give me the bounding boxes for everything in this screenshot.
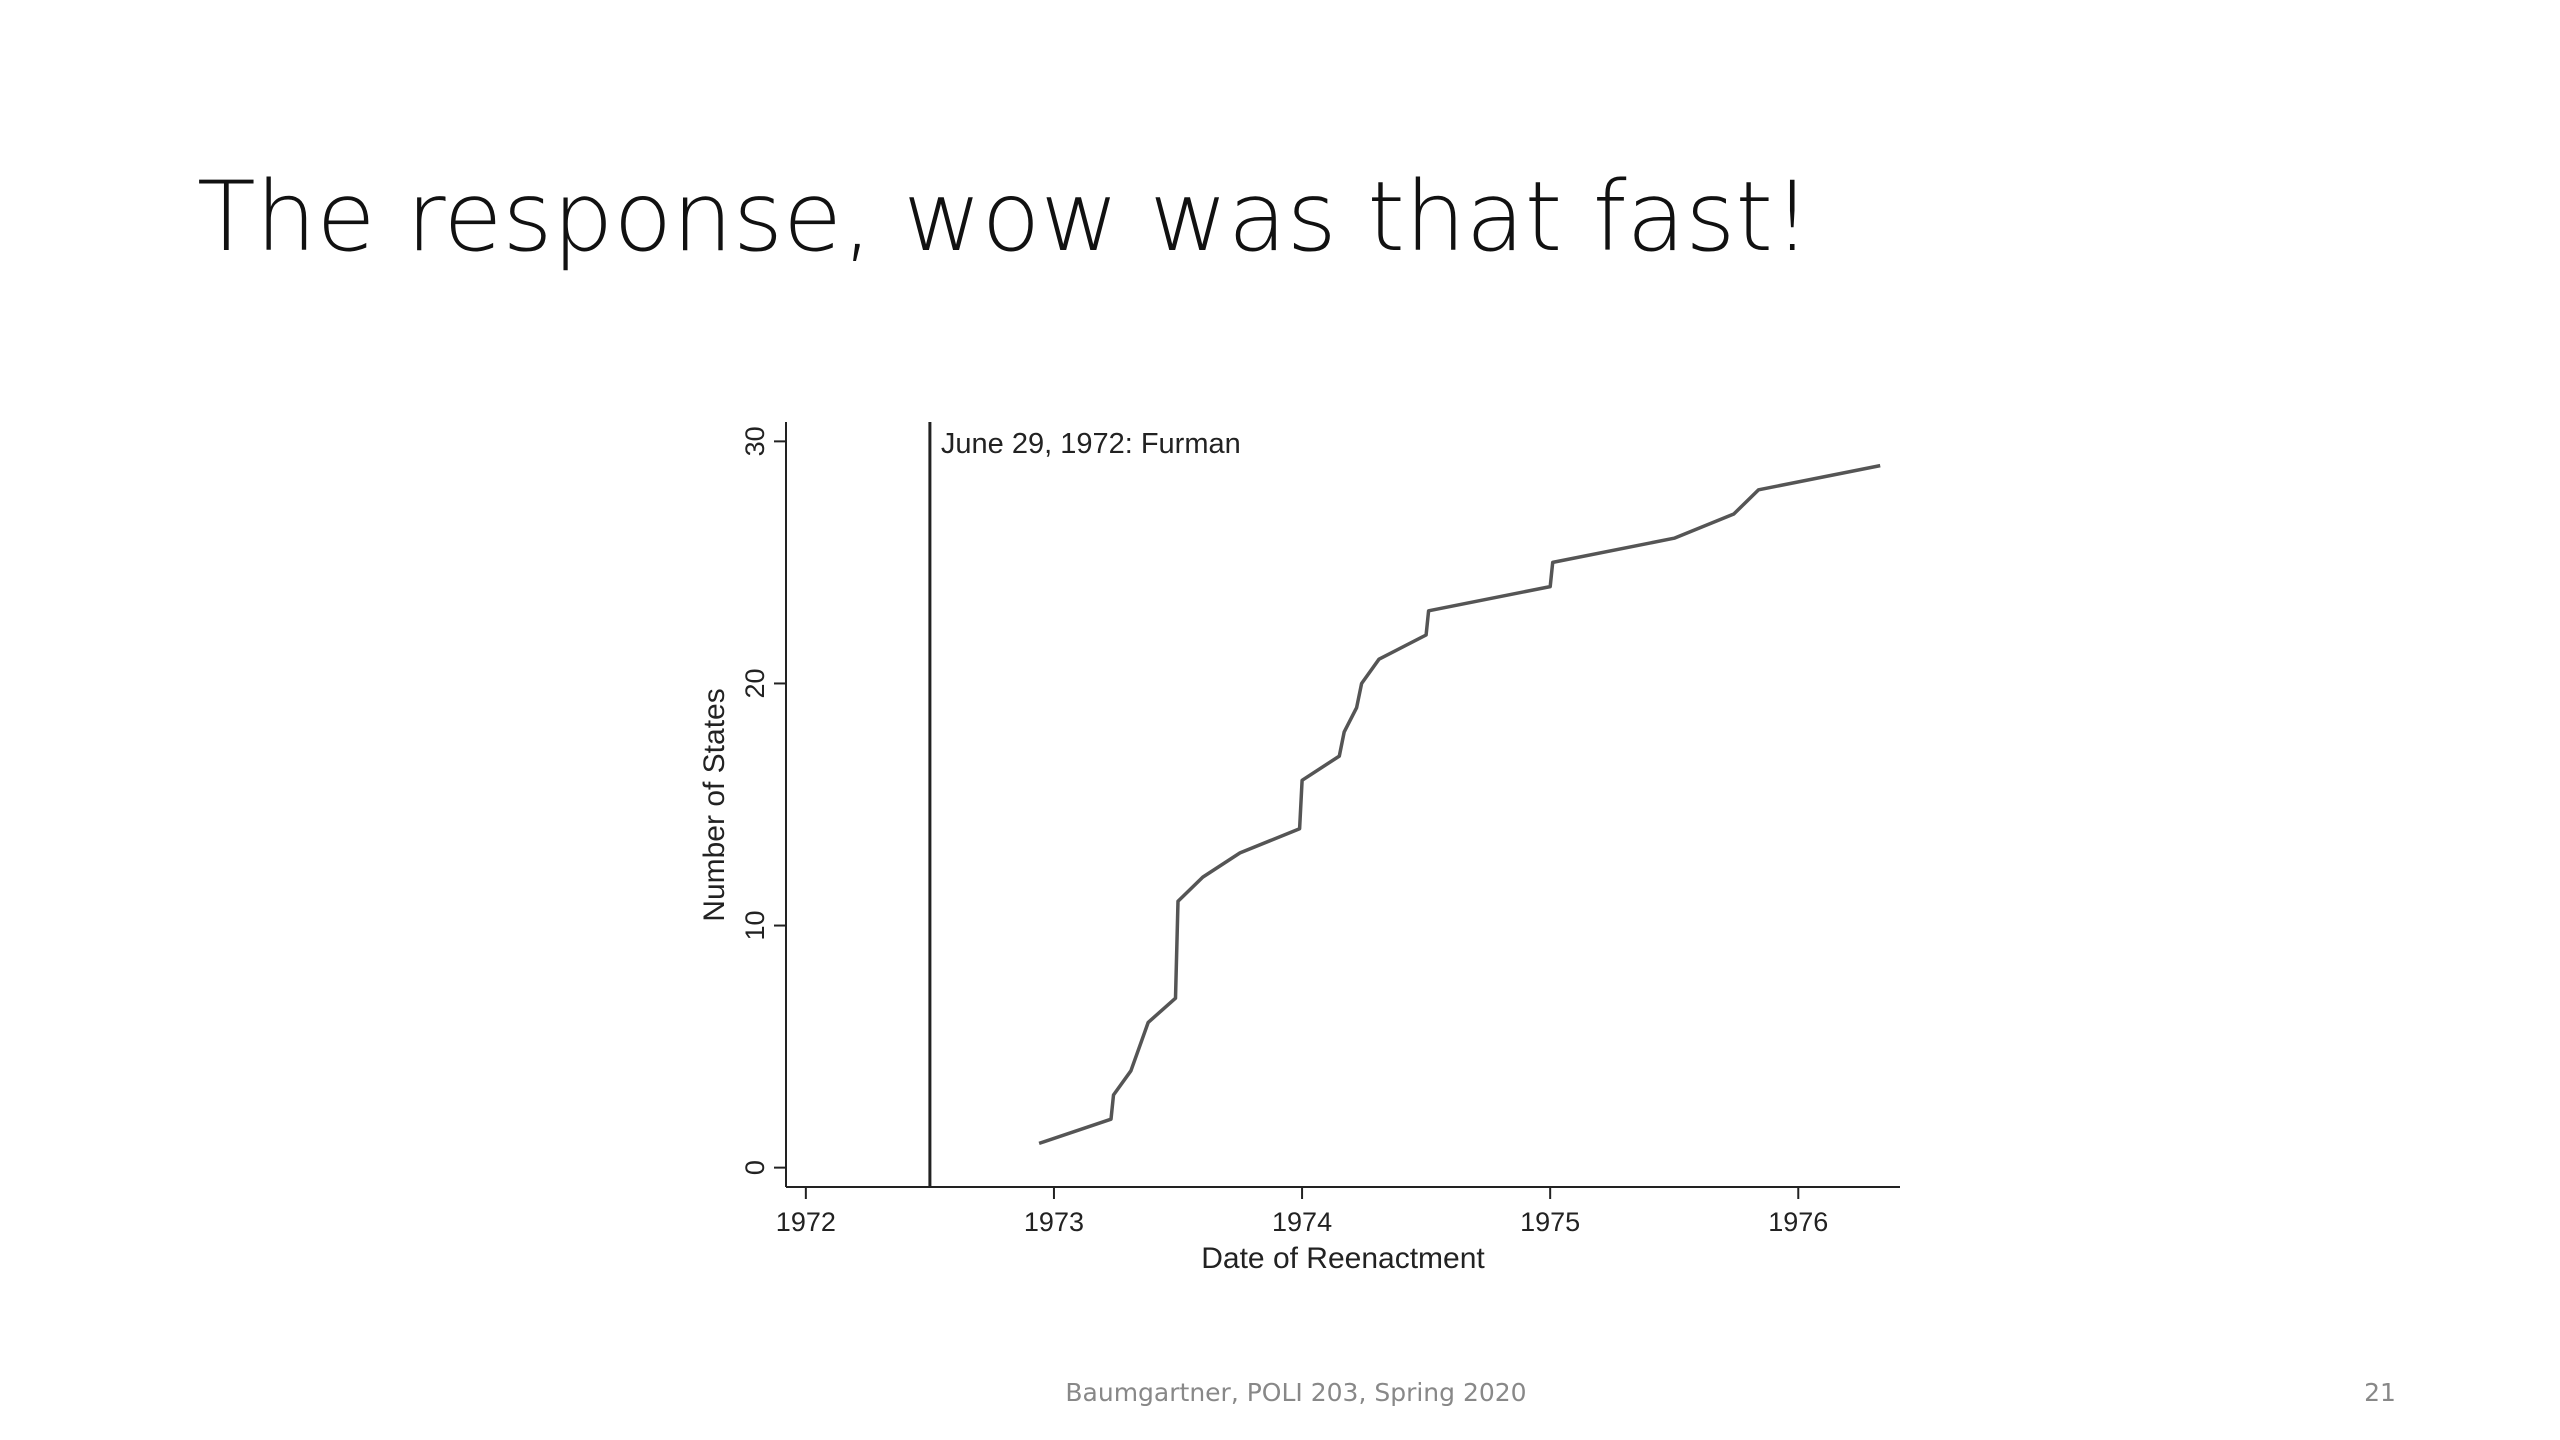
x-tick-label: 1973 (1024, 1207, 1084, 1237)
x-tick-label: 1975 (1520, 1207, 1580, 1237)
x-tick-label: 1976 (1768, 1207, 1828, 1237)
x-tick-label: 1974 (1272, 1207, 1332, 1237)
footer: Baumgartner, POLI 203, Spring 2020 (1065, 1378, 1526, 1407)
y-tick-label: 10 (740, 911, 770, 941)
page-number: 21 (2364, 1378, 2396, 1407)
x-tick-label: 1972 (776, 1207, 836, 1237)
y-tick-label: 20 (740, 668, 770, 698)
y-tick-label: 0 (740, 1160, 770, 1175)
y-axis-title: Number of States (698, 688, 731, 921)
slide-title: The response, wow was that fast! (197, 161, 1812, 273)
event-label: June 29, 1972: Furman (941, 428, 1241, 460)
x-axis-title: Date of Reenactment (1201, 1242, 1485, 1275)
data-line (1038, 463, 1881, 1146)
chart: Date of Reenactment Number of States 197… (698, 422, 1900, 1275)
y-tick-label: 30 (740, 426, 770, 456)
